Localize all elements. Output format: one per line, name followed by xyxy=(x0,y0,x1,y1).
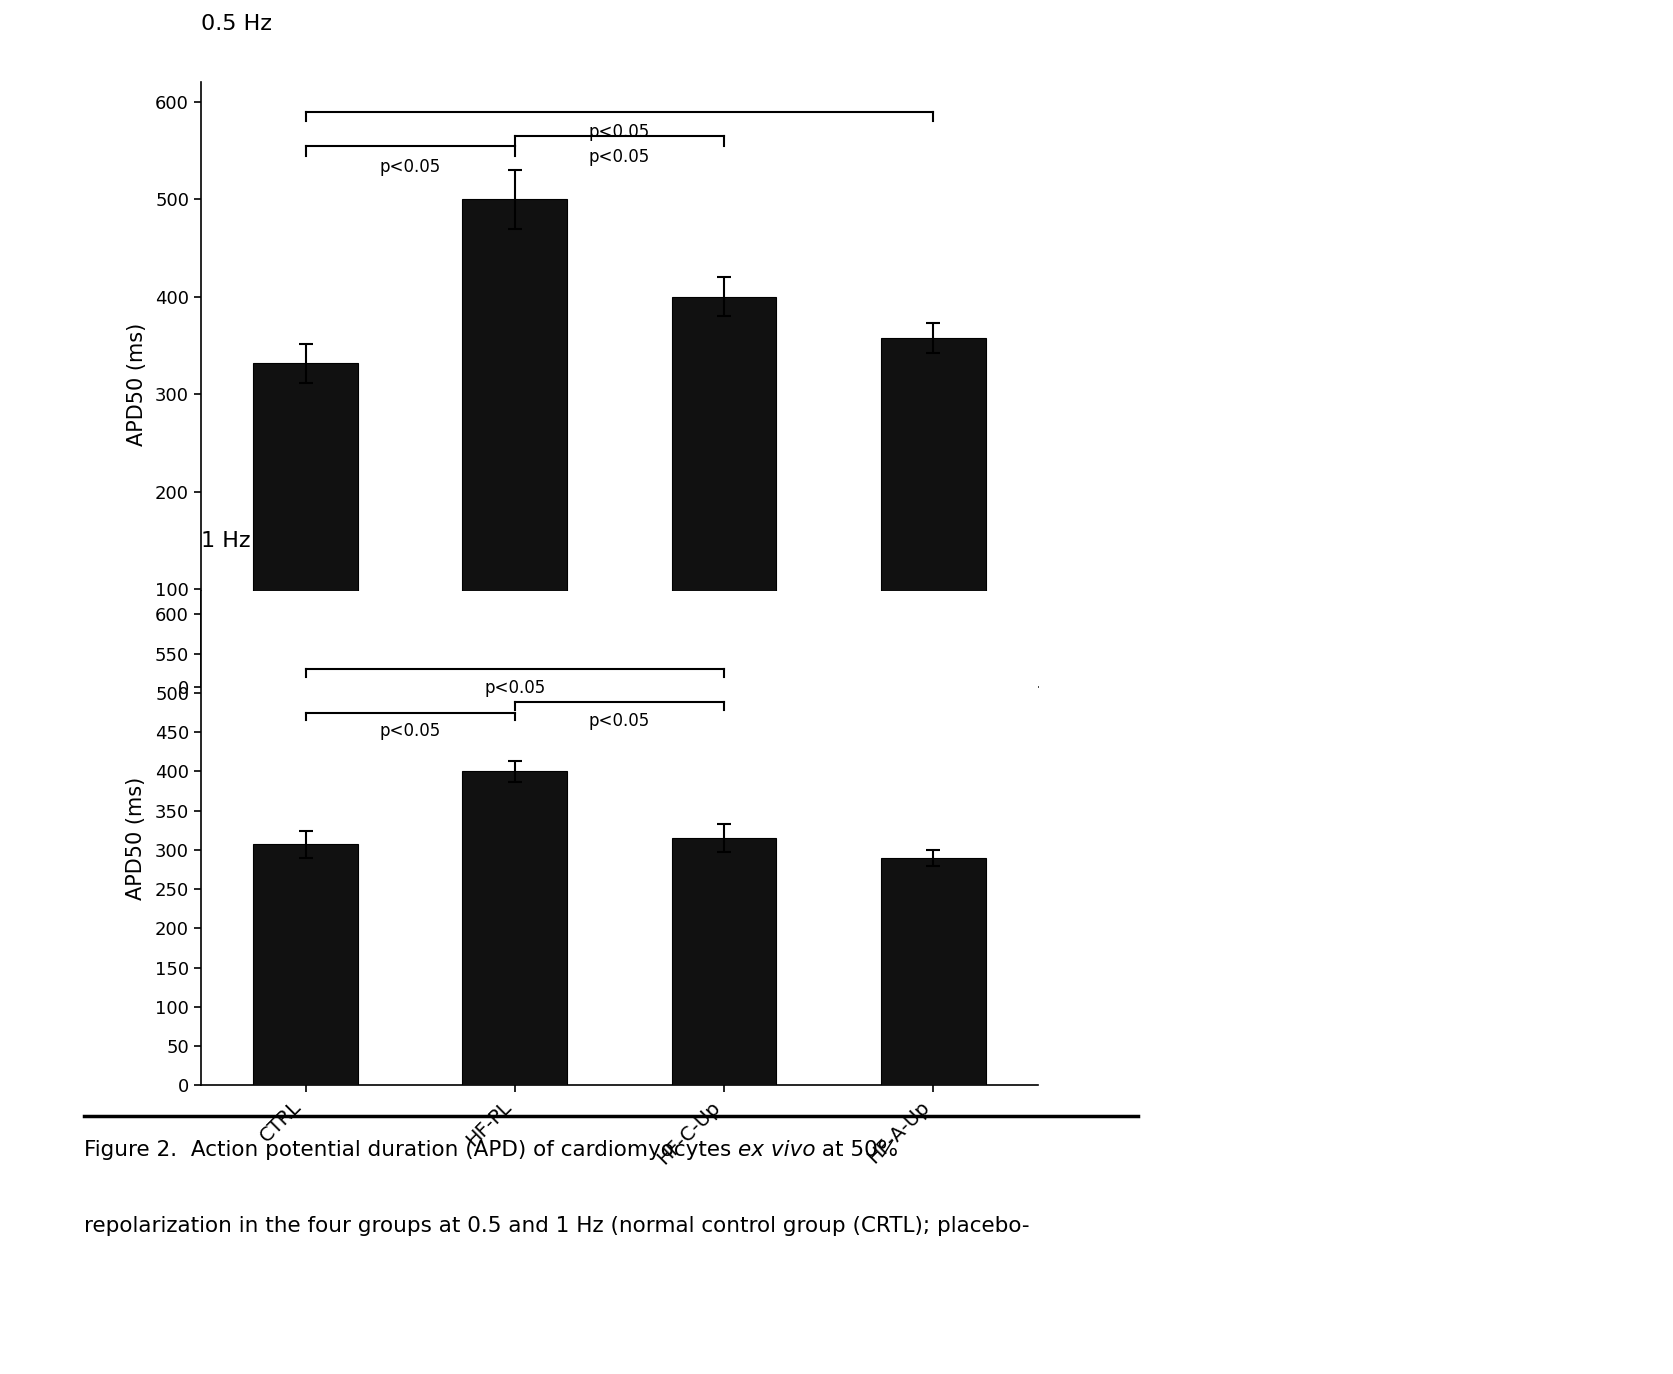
Y-axis label: APD50 (ms): APD50 (ms) xyxy=(127,323,147,447)
Text: p<0.05: p<0.05 xyxy=(380,721,440,741)
Text: p<0.05: p<0.05 xyxy=(380,158,440,176)
Text: p<0.05: p<0.05 xyxy=(589,148,649,166)
Bar xyxy=(880,338,985,687)
Bar xyxy=(462,199,567,687)
Text: p<0.05: p<0.05 xyxy=(589,712,649,730)
Text: p<0.05: p<0.05 xyxy=(589,124,649,142)
Bar xyxy=(671,838,776,1085)
Bar xyxy=(253,363,358,687)
Bar xyxy=(253,845,358,1085)
Text: p<0.05: p<0.05 xyxy=(483,679,545,697)
Text: ex vivo: ex vivo xyxy=(738,1140,815,1161)
Text: Figure 2.  Action potential duration (APD) of cardiomyocytes: Figure 2. Action potential duration (APD… xyxy=(84,1140,738,1161)
Text: 0.5 Hz: 0.5 Hz xyxy=(201,14,271,34)
Y-axis label: APD50 (ms): APD50 (ms) xyxy=(127,776,147,900)
Text: repolarization in the four groups at 0.5 and 1 Hz (normal control group (CRTL); : repolarization in the four groups at 0.5… xyxy=(84,1216,1029,1237)
Text: at 50%: at 50% xyxy=(815,1140,898,1161)
Bar xyxy=(671,297,776,687)
Bar xyxy=(462,771,567,1085)
Bar xyxy=(880,857,985,1085)
Text: 1 Hz: 1 Hz xyxy=(201,532,251,551)
